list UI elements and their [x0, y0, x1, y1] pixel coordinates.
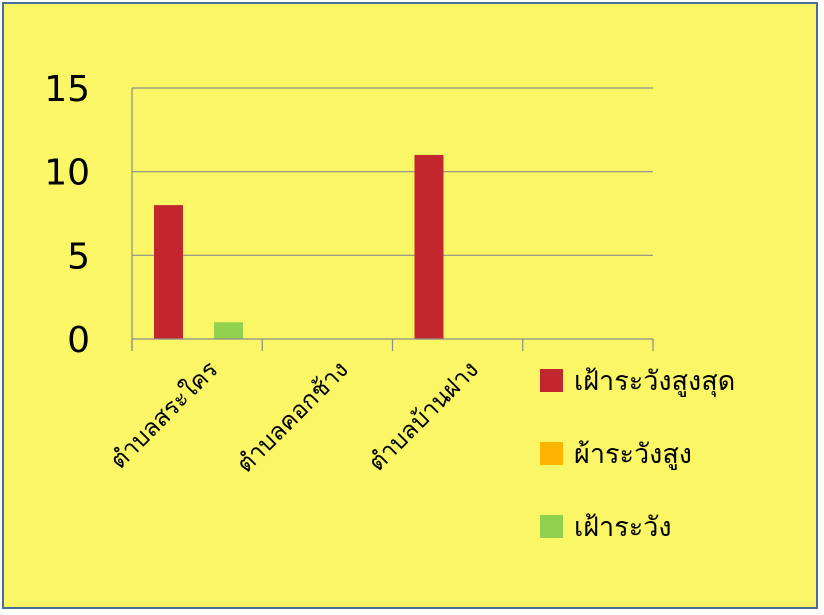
y-tick-label: 10: [44, 153, 90, 194]
y-tick-label: 0: [67, 320, 90, 361]
bar-1-1: [154, 205, 183, 339]
x-tick-label: ตำบลสระใคร: [104, 355, 223, 474]
legend-label: เฝ้าระวังสูงสุด: [574, 366, 735, 398]
bar-1-3: [414, 154, 444, 339]
bars: [154, 154, 444, 339]
legend-label: ผ้าระวังสูง: [574, 439, 692, 470]
legend: เฝ้าระวังสูงสุดผ้าระวังสูงเฝ้าระวัง: [540, 366, 735, 543]
bar-3-1: [214, 322, 243, 339]
legend-swatch: [540, 369, 563, 392]
x-tick-label: ตำบลคอกช้าง: [231, 355, 354, 478]
legend-swatch: [540, 515, 563, 538]
x-tick-label: ตำบลบ้านฝาง: [363, 355, 484, 476]
y-axis-ticks: 0 5 10 15: [44, 69, 90, 361]
chart-frame: [2, 2, 818, 609]
x-axis-ticks: ตำบลสระใคร ตำบลคอกช้าง ตำบลบ้านฝาง: [104, 355, 483, 478]
y-tick-label: 15: [44, 69, 90, 110]
gridlines: [132, 87, 653, 256]
axes: [131, 88, 654, 351]
y-tick-label: 5: [67, 236, 90, 277]
legend-label: เฝ้าระวัง: [574, 512, 672, 543]
legend-swatch: [540, 442, 563, 465]
